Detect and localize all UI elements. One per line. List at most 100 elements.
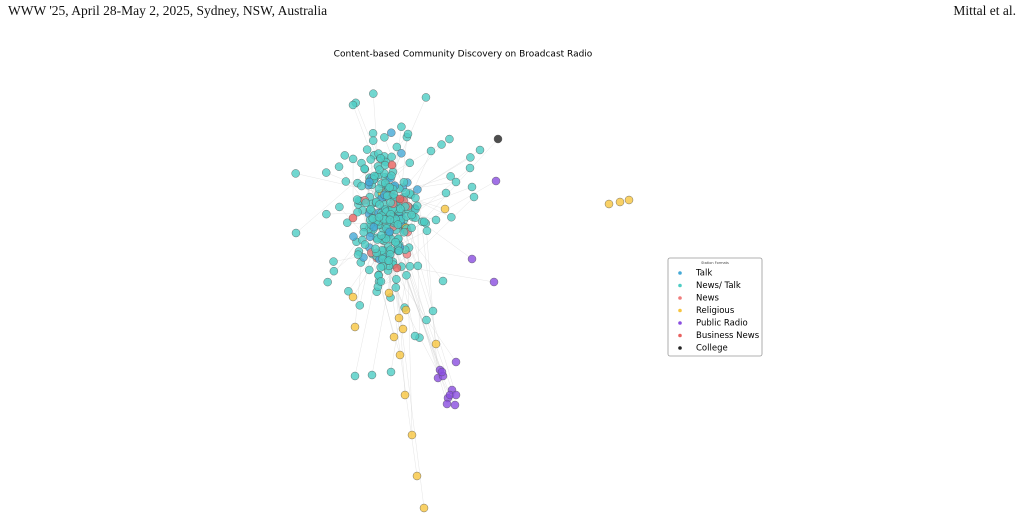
node (396, 204, 405, 213)
node (367, 370, 377, 380)
node (348, 213, 358, 223)
node (469, 192, 479, 202)
node (376, 277, 386, 286)
node (399, 228, 409, 237)
node (385, 183, 394, 192)
node (397, 149, 406, 158)
node (377, 231, 386, 240)
legend-marker (678, 321, 682, 325)
node (387, 160, 397, 170)
node (360, 164, 369, 173)
node (340, 151, 349, 160)
node (446, 172, 455, 181)
node (376, 263, 385, 272)
node (353, 250, 363, 259)
node (420, 217, 429, 226)
figure-title: Content-based Community Discovery on Bro… (334, 50, 593, 60)
node (447, 213, 456, 222)
node (391, 283, 401, 292)
node (442, 399, 452, 409)
node (413, 185, 422, 194)
node (291, 169, 300, 178)
node (384, 288, 394, 298)
node (391, 238, 400, 247)
node (359, 228, 368, 237)
edge (295, 173, 383, 194)
node (350, 322, 360, 332)
legend-marker (678, 308, 682, 313)
node (352, 195, 362, 204)
node (365, 177, 374, 187)
node (393, 220, 403, 229)
node (385, 215, 395, 225)
node (341, 177, 351, 186)
legend-title: Station Formats (701, 261, 729, 265)
node (421, 93, 431, 102)
node (405, 158, 414, 168)
node (371, 244, 380, 253)
node (475, 145, 485, 155)
node (353, 207, 362, 217)
node (410, 331, 420, 341)
node (426, 146, 436, 156)
node (437, 367, 447, 377)
node (361, 198, 371, 207)
edge (390, 217, 416, 373)
node (375, 165, 384, 174)
edge (399, 230, 428, 245)
node (392, 142, 402, 152)
node (348, 100, 358, 110)
node (291, 228, 301, 238)
legend-marker (678, 346, 682, 350)
legend-marker (678, 296, 682, 300)
node (445, 134, 454, 144)
legend-label: News (696, 294, 720, 304)
node (322, 209, 331, 219)
node (401, 188, 410, 197)
legend-label: News/ Talk (696, 281, 741, 291)
node (491, 176, 501, 186)
nodes (291, 89, 634, 513)
node (407, 223, 416, 233)
node (387, 152, 396, 162)
node (450, 400, 460, 410)
node (369, 136, 378, 145)
node (413, 201, 422, 211)
legend-box (667, 257, 763, 357)
node (400, 390, 410, 400)
node (466, 153, 475, 162)
node (357, 181, 366, 191)
node (392, 275, 401, 284)
node (395, 350, 405, 360)
node (387, 171, 396, 180)
node (344, 287, 353, 296)
node (370, 171, 379, 181)
node (615, 197, 625, 207)
node (397, 122, 406, 131)
node (467, 182, 477, 192)
node (384, 256, 393, 265)
node (401, 305, 411, 315)
node (440, 204, 450, 214)
node (441, 188, 451, 198)
legend-label: Public Radio (696, 319, 748, 329)
legend-label: Religious (696, 306, 735, 316)
edge (425, 223, 439, 379)
node (405, 262, 415, 271)
node (489, 277, 499, 287)
node (394, 246, 404, 256)
edge (379, 259, 456, 406)
node (398, 324, 408, 334)
edge (417, 189, 437, 345)
node (407, 210, 416, 220)
legend-marker (678, 283, 682, 288)
node (411, 193, 420, 203)
node (604, 199, 614, 209)
node (350, 371, 360, 381)
node (362, 145, 372, 154)
node (385, 227, 394, 237)
node (335, 202, 344, 212)
node (403, 129, 413, 139)
node (431, 339, 441, 349)
